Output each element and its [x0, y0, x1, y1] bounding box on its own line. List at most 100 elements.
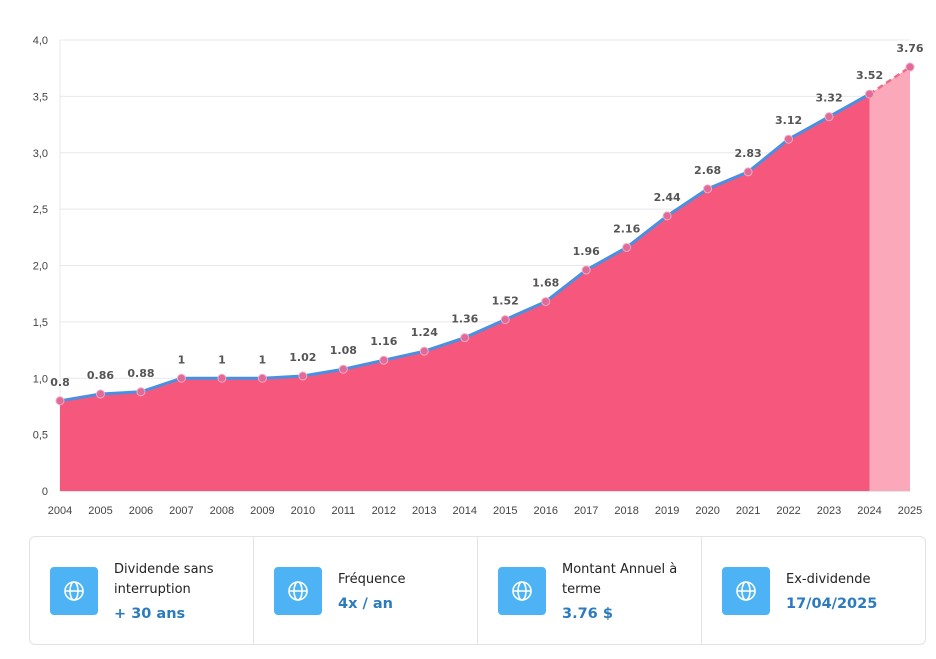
data-label: 3.12	[775, 114, 802, 127]
y-tick-label: 2,0	[33, 261, 48, 273]
data-point	[419, 346, 429, 356]
card-label: Montant Annuel à terme	[562, 561, 678, 597]
x-tick-label: 2007	[169, 505, 193, 517]
data-point	[905, 62, 915, 72]
card-dividend-streak: Dividende sans interruption + 30 ans	[30, 537, 254, 644]
x-tick-label: 2018	[614, 505, 638, 517]
data-point	[298, 371, 308, 381]
data-point	[217, 373, 227, 383]
data-label: 1.96	[573, 245, 600, 258]
data-point	[379, 355, 389, 365]
data-point	[662, 211, 672, 221]
card-label: Ex-dividende	[786, 571, 871, 587]
globe-icon	[274, 566, 322, 615]
x-tick-label: 2024	[857, 505, 881, 517]
data-label: 1	[218, 353, 226, 366]
x-tick-label: 2010	[291, 505, 315, 517]
x-tick-label: 2020	[695, 505, 719, 517]
data-label: 1.68	[532, 277, 559, 290]
card-value: 3.76 $	[562, 605, 613, 622]
card-value: 4x / an	[338, 595, 393, 612]
globe-icon	[50, 566, 98, 615]
chart-areas	[60, 67, 910, 492]
data-labels: 0.8 0.86 0.88 1 1 1 1.02 1.08 1.16 1.24 1.36 1.52 1.…	[50, 42, 924, 389]
y-tick-label: 4,0	[33, 35, 48, 47]
x-tick-label: 2022	[776, 505, 800, 517]
x-tick-label: 2017	[574, 505, 598, 517]
y-tick-label: 0	[42, 486, 48, 498]
data-point	[55, 396, 65, 406]
data-label: 0.88	[127, 367, 154, 380]
projected-line	[868, 66, 911, 96]
x-tick-label: 2019	[655, 505, 679, 517]
data-point	[784, 134, 794, 144]
data-label: 0.86	[87, 369, 114, 382]
data-point	[824, 112, 834, 122]
x-tick-label: 2014	[453, 505, 477, 517]
card-annual-amount: Montant Annuel à terme 3.76 $	[478, 537, 702, 644]
data-label: 2.16	[613, 222, 640, 235]
dividend-area	[60, 94, 870, 492]
globe-icon	[498, 566, 546, 615]
x-tick-label: 2023	[817, 505, 841, 517]
data-label: 2.44	[654, 191, 681, 204]
x-tick-label: 2021	[736, 505, 760, 517]
data-label: 1.24	[411, 326, 438, 339]
card-frequency: Fréquence 4x / an	[254, 537, 478, 644]
x-tick-label: 2009	[250, 505, 274, 517]
x-tick-label: 2012	[372, 505, 396, 517]
data-point	[865, 89, 875, 99]
data-point	[622, 242, 632, 252]
card-value: + 30 ans	[114, 605, 186, 622]
x-tick-label: 2006	[129, 505, 153, 517]
data-label: 1.36	[451, 313, 478, 326]
data-point	[703, 184, 713, 194]
data-point	[176, 373, 186, 383]
card-label: Fréquence	[338, 571, 406, 587]
projected-area	[869, 67, 910, 491]
data-label: 1.08	[330, 344, 357, 357]
card-label: Dividende sans interruption	[114, 561, 214, 597]
y-tick-label: 2,5	[33, 204, 48, 216]
data-label: 3.32	[815, 92, 842, 105]
y-axis-ticks: 0 0,5 1,0 1,5 2,0 2,5 3,0 3,5 4,0	[33, 35, 48, 498]
data-point	[500, 315, 510, 325]
globe-icon	[722, 566, 770, 615]
data-label: 3.76	[896, 42, 923, 55]
x-tick-label: 2005	[88, 505, 112, 517]
data-label: 1	[259, 353, 267, 366]
data-label: 1.16	[370, 335, 397, 348]
data-label: 1.52	[492, 295, 519, 308]
y-tick-label: 0,5	[33, 430, 48, 442]
data-point	[257, 373, 267, 383]
x-tick-label: 2008	[210, 505, 234, 517]
data-point	[460, 333, 470, 343]
data-point	[541, 297, 551, 307]
x-tick-label: 2025	[898, 505, 922, 517]
data-point	[95, 389, 105, 399]
data-label: 1.02	[289, 351, 316, 364]
y-tick-label: 1,0	[33, 373, 48, 385]
x-tick-label: 2016	[533, 505, 557, 517]
data-point	[136, 387, 146, 397]
x-tick-label: 2015	[493, 505, 517, 517]
data-point	[581, 265, 591, 275]
data-label: 2.83	[735, 147, 762, 160]
x-axis-ticks: 2004 2005 2006 2007 2008 2009 2010 2011 2012 2013…	[48, 505, 922, 517]
y-tick-label: 1,5	[33, 317, 48, 329]
data-label: 3.52	[856, 69, 883, 82]
data-point	[743, 167, 753, 177]
card-ex-dividend: Ex-dividende 17/04/2025	[702, 537, 925, 644]
dividend-chart: 0.8 0.86 0.88 1 1 1 1.02 1.08 1.16 1.24 1.36 1.52 1.…	[33, 35, 924, 517]
chart-markers	[55, 62, 915, 406]
data-label: 0.8	[50, 376, 70, 389]
data-label: 1	[178, 353, 186, 366]
x-tick-label: 2011	[332, 505, 356, 517]
y-tick-label: 3,5	[33, 91, 48, 103]
card-value: 17/04/2025	[786, 595, 878, 612]
data-point	[338, 364, 348, 374]
info-cards: Dividende sans interruption + 30 ans Fré…	[29, 536, 926, 645]
x-tick-label: 2004	[48, 505, 72, 517]
y-tick-label: 3,0	[33, 148, 48, 160]
x-tick-label: 2013	[412, 505, 436, 517]
